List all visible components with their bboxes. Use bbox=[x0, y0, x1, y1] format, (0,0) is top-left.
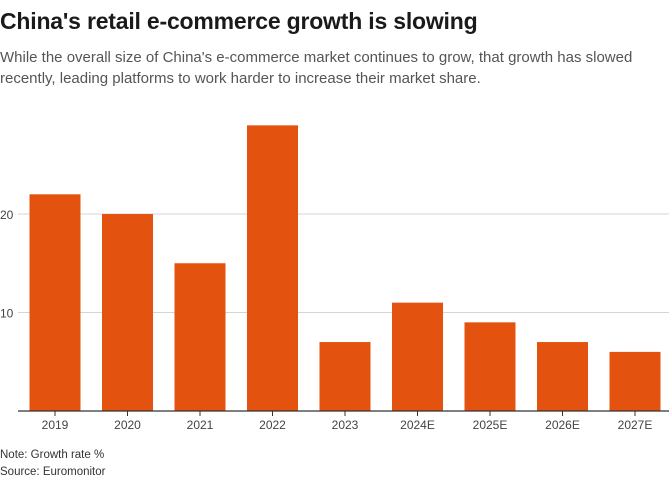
note-text: Note: Growth rate % bbox=[0, 449, 105, 461]
bar-chart: 10 20 2019 2020 2021 2022 2023 2024E 2025E 2026E 2… bbox=[0, 125, 669, 432]
y-tick-label: 20 bbox=[0, 208, 14, 222]
x-tick-label: 2021 bbox=[187, 418, 214, 432]
x-tick-label: 2020 bbox=[114, 418, 141, 432]
bar bbox=[102, 214, 153, 411]
bar bbox=[537, 342, 588, 411]
x-tick-label: 2023 bbox=[332, 418, 359, 432]
bar bbox=[29, 194, 81, 411]
chart-subtitle: While the overall size of China's e-comm… bbox=[0, 49, 633, 87]
bar bbox=[319, 342, 371, 411]
x-tick-label: 2019 bbox=[42, 418, 69, 432]
x-tick-label: 2026E bbox=[545, 418, 580, 432]
x-tick-label: 2022 bbox=[259, 418, 286, 432]
x-tick-label: 2024E bbox=[400, 418, 435, 432]
chart-title: China's retail e-commerce growth is slow… bbox=[0, 8, 478, 34]
bar bbox=[609, 351, 661, 411]
source-text: Source: Euromonitor bbox=[0, 466, 106, 478]
x-tick-label: 2025E bbox=[473, 418, 508, 432]
bar bbox=[464, 322, 516, 411]
bar bbox=[247, 125, 298, 411]
bar bbox=[174, 263, 226, 411]
bar bbox=[392, 302, 443, 411]
y-tick-label: 10 bbox=[0, 307, 14, 321]
x-tick-label: 2027E bbox=[618, 418, 653, 432]
